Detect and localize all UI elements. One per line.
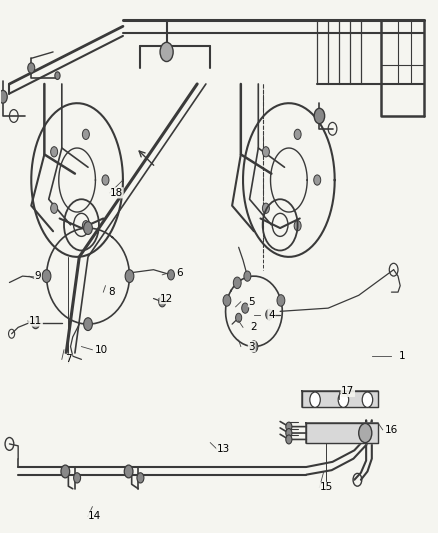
Circle shape [262, 203, 269, 213]
Text: 16: 16 [385, 425, 398, 435]
Circle shape [84, 318, 92, 330]
Circle shape [0, 91, 7, 103]
Text: 13: 13 [217, 444, 230, 454]
Circle shape [233, 277, 241, 288]
Text: 15: 15 [319, 482, 332, 492]
Circle shape [250, 341, 258, 352]
Text: 2: 2 [251, 322, 257, 333]
Circle shape [223, 295, 231, 306]
Circle shape [286, 422, 292, 431]
Polygon shape [306, 423, 378, 442]
Circle shape [244, 271, 251, 281]
Text: 1: 1 [399, 351, 406, 361]
Text: 5: 5 [248, 297, 255, 306]
Circle shape [167, 270, 174, 280]
Text: 14: 14 [88, 511, 101, 521]
Circle shape [55, 72, 60, 79]
Circle shape [159, 296, 166, 307]
Circle shape [310, 392, 320, 407]
Text: 3: 3 [248, 342, 255, 352]
Circle shape [236, 313, 242, 322]
Polygon shape [302, 391, 378, 407]
Circle shape [61, 465, 70, 478]
Text: 7: 7 [65, 354, 72, 365]
Circle shape [262, 147, 269, 157]
Circle shape [137, 473, 144, 483]
Circle shape [28, 63, 35, 73]
Circle shape [84, 222, 92, 235]
Text: 8: 8 [109, 287, 115, 297]
Circle shape [42, 270, 51, 282]
Circle shape [32, 317, 39, 329]
Circle shape [242, 303, 249, 313]
Circle shape [294, 221, 301, 231]
Circle shape [124, 465, 133, 478]
Circle shape [338, 392, 349, 407]
Circle shape [286, 435, 292, 444]
Circle shape [102, 175, 109, 185]
Text: 6: 6 [177, 268, 183, 278]
Circle shape [160, 42, 173, 61]
Circle shape [82, 129, 89, 140]
Text: 17: 17 [341, 386, 354, 397]
Circle shape [125, 270, 134, 282]
Text: 10: 10 [95, 345, 108, 355]
Circle shape [286, 429, 292, 438]
Circle shape [82, 221, 89, 231]
Circle shape [362, 392, 373, 407]
Circle shape [51, 203, 58, 213]
Circle shape [314, 175, 321, 185]
Text: 12: 12 [160, 294, 173, 303]
Text: 18: 18 [110, 188, 123, 198]
Text: 4: 4 [268, 310, 275, 320]
Text: 11: 11 [29, 316, 42, 326]
Circle shape [74, 473, 81, 483]
Circle shape [294, 129, 301, 140]
Text: 9: 9 [35, 271, 41, 281]
Circle shape [266, 310, 273, 320]
Circle shape [277, 295, 285, 306]
Circle shape [359, 423, 372, 442]
Circle shape [314, 108, 325, 124]
Circle shape [51, 147, 58, 157]
